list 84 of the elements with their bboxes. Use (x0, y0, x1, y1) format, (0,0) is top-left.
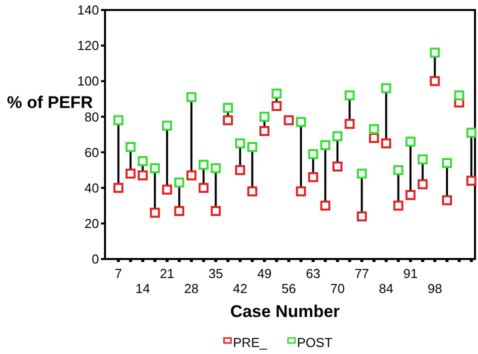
x-tick-label: 14 (135, 281, 150, 296)
y-axis-title: % of PEFR (7, 93, 93, 112)
point (150, 208, 160, 218)
point (356, 211, 367, 222)
point (332, 131, 342, 142)
point (308, 172, 318, 182)
point (405, 190, 416, 200)
x-tick-label: 7 (114, 266, 122, 281)
legend-label: POST (297, 335, 332, 350)
point (454, 90, 464, 100)
x-tick-label: 77 (354, 266, 370, 281)
point (138, 170, 148, 180)
point (126, 142, 136, 152)
point (222, 102, 233, 113)
point (466, 176, 476, 186)
point (442, 158, 452, 168)
point (138, 156, 148, 166)
point (198, 182, 209, 193)
point (320, 140, 330, 150)
point (186, 92, 196, 102)
y-tick-label: 60 (84, 144, 99, 160)
x-tick-label: 70 (330, 281, 345, 296)
legend-label: PRE_ (233, 335, 268, 350)
point (381, 138, 392, 148)
y-tick-label: 120 (77, 38, 99, 54)
point (272, 101, 282, 112)
y-tick-label: 0 (92, 252, 99, 267)
point (332, 162, 342, 172)
x-tick-label: 21 (160, 266, 174, 281)
x-tick-label: 28 (184, 281, 199, 296)
point (174, 206, 184, 216)
point (247, 186, 258, 196)
point (198, 160, 209, 170)
point (442, 195, 452, 206)
point (272, 88, 282, 99)
point (405, 136, 416, 147)
point (235, 165, 246, 176)
y-tick-label: 140 (77, 2, 99, 18)
point (356, 168, 367, 179)
point (259, 112, 270, 122)
point (174, 178, 184, 188)
x-tick-label: 49 (257, 266, 272, 281)
point (210, 163, 221, 174)
point (308, 149, 318, 160)
y-tick-label: 80 (84, 109, 99, 124)
point (296, 117, 306, 128)
point (393, 165, 404, 176)
point (259, 126, 270, 136)
point (113, 115, 124, 126)
point (466, 128, 476, 138)
point (113, 182, 124, 193)
point (150, 163, 160, 174)
x-tick-label: 91 (403, 266, 418, 281)
x-tick-label: 98 (428, 281, 442, 296)
point (247, 142, 258, 152)
x-tick-label: 56 (282, 281, 296, 296)
x-axis-title: Case Number (230, 302, 340, 321)
point (381, 83, 392, 94)
y-tick-label: 20 (84, 216, 99, 231)
x-tick-label: 84 (378, 281, 394, 296)
point (296, 186, 306, 196)
point (418, 154, 428, 164)
point (320, 200, 330, 211)
x-tick-label: 63 (306, 266, 320, 281)
point (126, 168, 136, 179)
point (418, 179, 428, 190)
point (344, 90, 355, 100)
x-tick-label: 42 (232, 281, 248, 296)
point (393, 200, 404, 211)
point (210, 206, 221, 216)
point (368, 124, 379, 134)
point (235, 138, 246, 148)
y-tick-label: 40 (84, 180, 99, 196)
x-tick-label: 35 (208, 266, 223, 281)
point (430, 48, 440, 58)
point (430, 76, 440, 86)
point (222, 115, 233, 126)
point (368, 133, 379, 144)
point (344, 118, 355, 129)
y-tick-label: 100 (77, 74, 99, 89)
point (284, 115, 294, 126)
point (186, 170, 196, 180)
point (162, 184, 172, 195)
point (162, 120, 172, 131)
